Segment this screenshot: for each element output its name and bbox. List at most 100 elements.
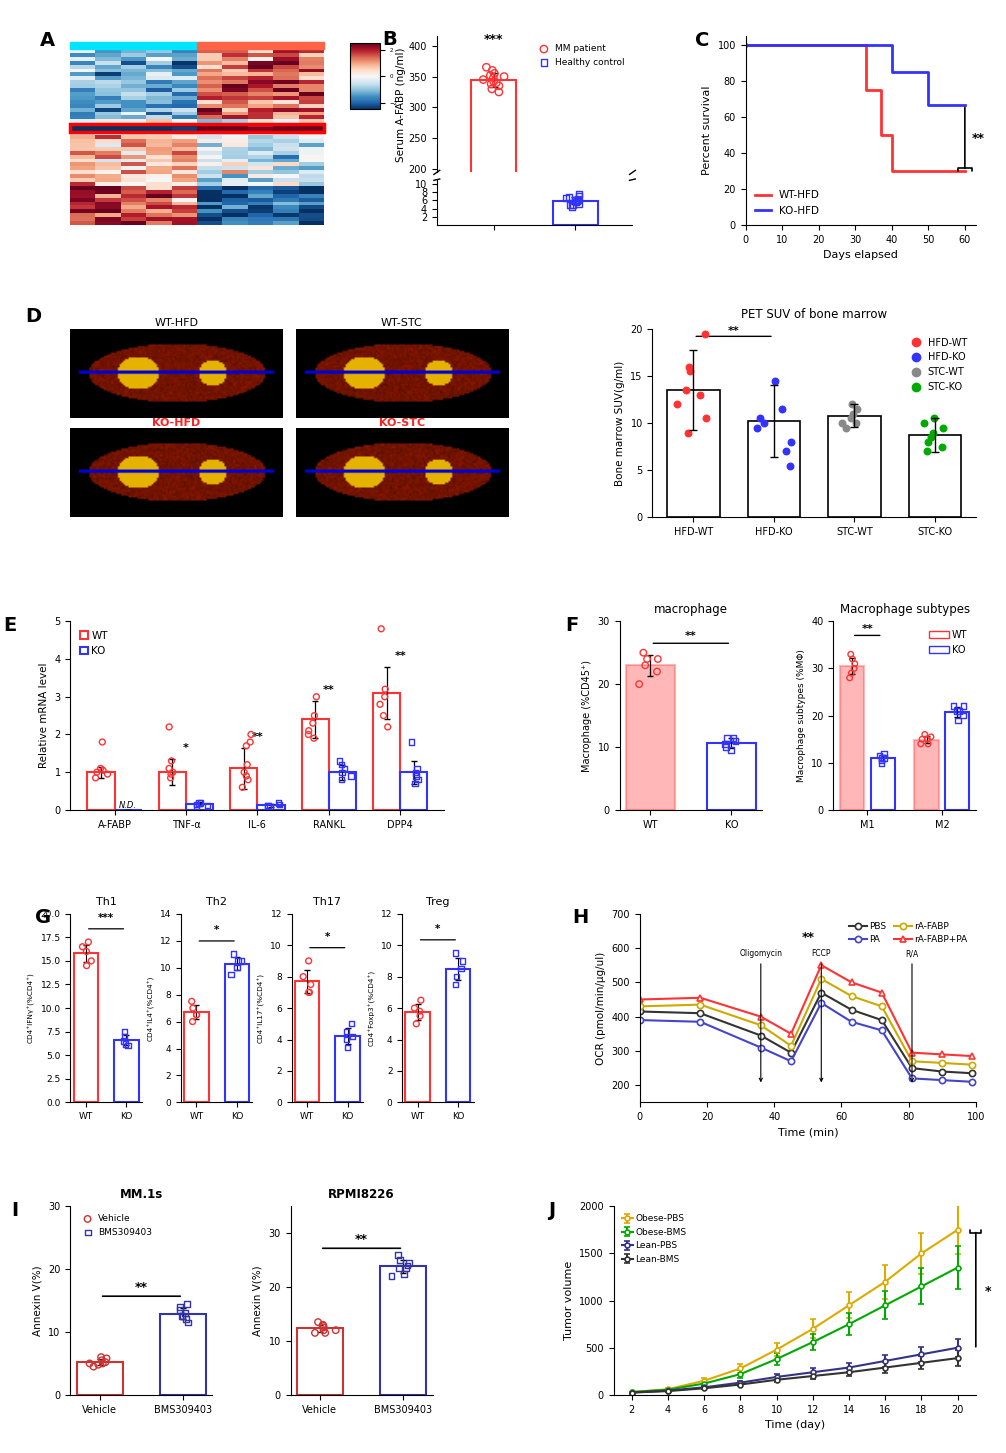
Point: [563, 195, 579, 218]
Point: [230, 949, 246, 972]
PA: [845, 1013, 857, 1030]
Bar: [76, 1361, 123, 1395]
X-axis label: Time (day): Time (day): [765, 1420, 825, 1430]
Point: [927, 407, 943, 430]
Legend: WT-HFD, KO-HFD: WT-HFD, KO-HFD: [750, 186, 824, 219]
rA-FABP: [785, 1037, 797, 1055]
Point: [188, 793, 204, 817]
Point: [188, 795, 204, 818]
Point: [383, 1264, 399, 1287]
Bar: [908, 436, 961, 517]
Point: [639, 648, 655, 671]
Point: [95, 758, 111, 782]
Point: [302, 981, 318, 1004]
Bar: [115, 1040, 139, 1103]
Point: [310, 1311, 326, 1334]
Point: [234, 776, 250, 799]
Point: [920, 732, 937, 756]
Text: **: **: [394, 651, 406, 661]
Point: [74, 936, 91, 959]
Bar: [197, 42, 324, 49]
Point: [843, 407, 859, 430]
PBS: [785, 1043, 797, 1061]
Bar: [840, 665, 864, 809]
Point: [561, 193, 577, 216]
KO-HFD: [923, 64, 935, 81]
Point: [723, 738, 739, 761]
KO-HFD: [923, 96, 935, 113]
Point: [453, 958, 469, 981]
Point: [649, 660, 665, 683]
PA: [694, 1013, 706, 1030]
Point: [916, 411, 933, 434]
Text: *: *: [985, 1284, 991, 1298]
Line: WT-HFD: WT-HFD: [745, 45, 965, 171]
rA-FABP+PA: [815, 956, 827, 974]
Point: [483, 73, 499, 96]
rA-FABP: [845, 988, 857, 1005]
Point: [484, 77, 500, 100]
Bar: [667, 389, 719, 517]
Point: [398, 1257, 414, 1280]
Text: **: **: [861, 623, 873, 634]
Point: [779, 440, 795, 464]
Legend: HFD-WT, HFD-KO, STC-WT, STC-KO: HFD-WT, HFD-KO, STC-WT, STC-KO: [902, 334, 971, 397]
Title: RPMI8226: RPMI8226: [328, 1189, 395, 1200]
rA-FABP+PA: [694, 989, 706, 1007]
Bar: [73, 953, 98, 1103]
Point: [328, 1318, 344, 1341]
Text: H: H: [572, 908, 589, 927]
Point: [306, 726, 322, 750]
PA: [937, 1071, 949, 1088]
Point: [749, 416, 766, 439]
Point: [176, 1302, 192, 1325]
Point: [496, 65, 512, 89]
Point: [303, 974, 319, 997]
Point: [179, 1292, 195, 1315]
Bar: [405, 1011, 430, 1103]
Point: [935, 416, 951, 439]
Point: [876, 747, 892, 770]
Text: I: I: [11, 1200, 18, 1219]
rA-FABP: [634, 998, 646, 1016]
Point: [727, 729, 743, 753]
Point: [199, 793, 215, 817]
PA: [906, 1069, 918, 1087]
Point: [396, 1263, 412, 1286]
Point: [691, 384, 707, 407]
PA: [754, 1039, 767, 1056]
Point: [89, 760, 105, 783]
Point: [845, 402, 861, 426]
Point: [272, 793, 288, 817]
Text: R/A: R/A: [905, 949, 918, 1081]
Bar: [400, 772, 428, 809]
Point: [834, 411, 850, 434]
Point: [912, 732, 929, 756]
Text: C: C: [695, 31, 709, 49]
Point: [95, 731, 111, 754]
Text: ***: ***: [484, 32, 504, 45]
Point: [377, 677, 393, 700]
Point: [316, 1318, 332, 1341]
Point: [751, 407, 768, 430]
Point: [756, 411, 772, 434]
Bar: [295, 981, 319, 1103]
Text: ***: ***: [98, 914, 114, 923]
Text: A: A: [40, 31, 55, 49]
Y-axis label: OCR (pmol/min/μg/ul): OCR (pmol/min/μg/ul): [597, 952, 606, 1065]
Bar: [186, 805, 213, 809]
Y-axis label: Bone marrow SUV(g/ml): Bone marrow SUV(g/ml): [615, 360, 625, 485]
Point: [180, 1311, 196, 1334]
rA-FABP+PA: [754, 1008, 767, 1026]
Point: [334, 769, 350, 792]
Point: [260, 793, 276, 817]
Legend: WT, KO: WT, KO: [75, 626, 112, 660]
Bar: [828, 416, 880, 517]
Point: [238, 764, 255, 788]
Point: [681, 360, 697, 384]
Point: [718, 735, 734, 758]
rA-FABP: [875, 998, 887, 1016]
Point: [484, 58, 500, 81]
Point: [93, 1345, 109, 1369]
Point: [950, 709, 966, 732]
